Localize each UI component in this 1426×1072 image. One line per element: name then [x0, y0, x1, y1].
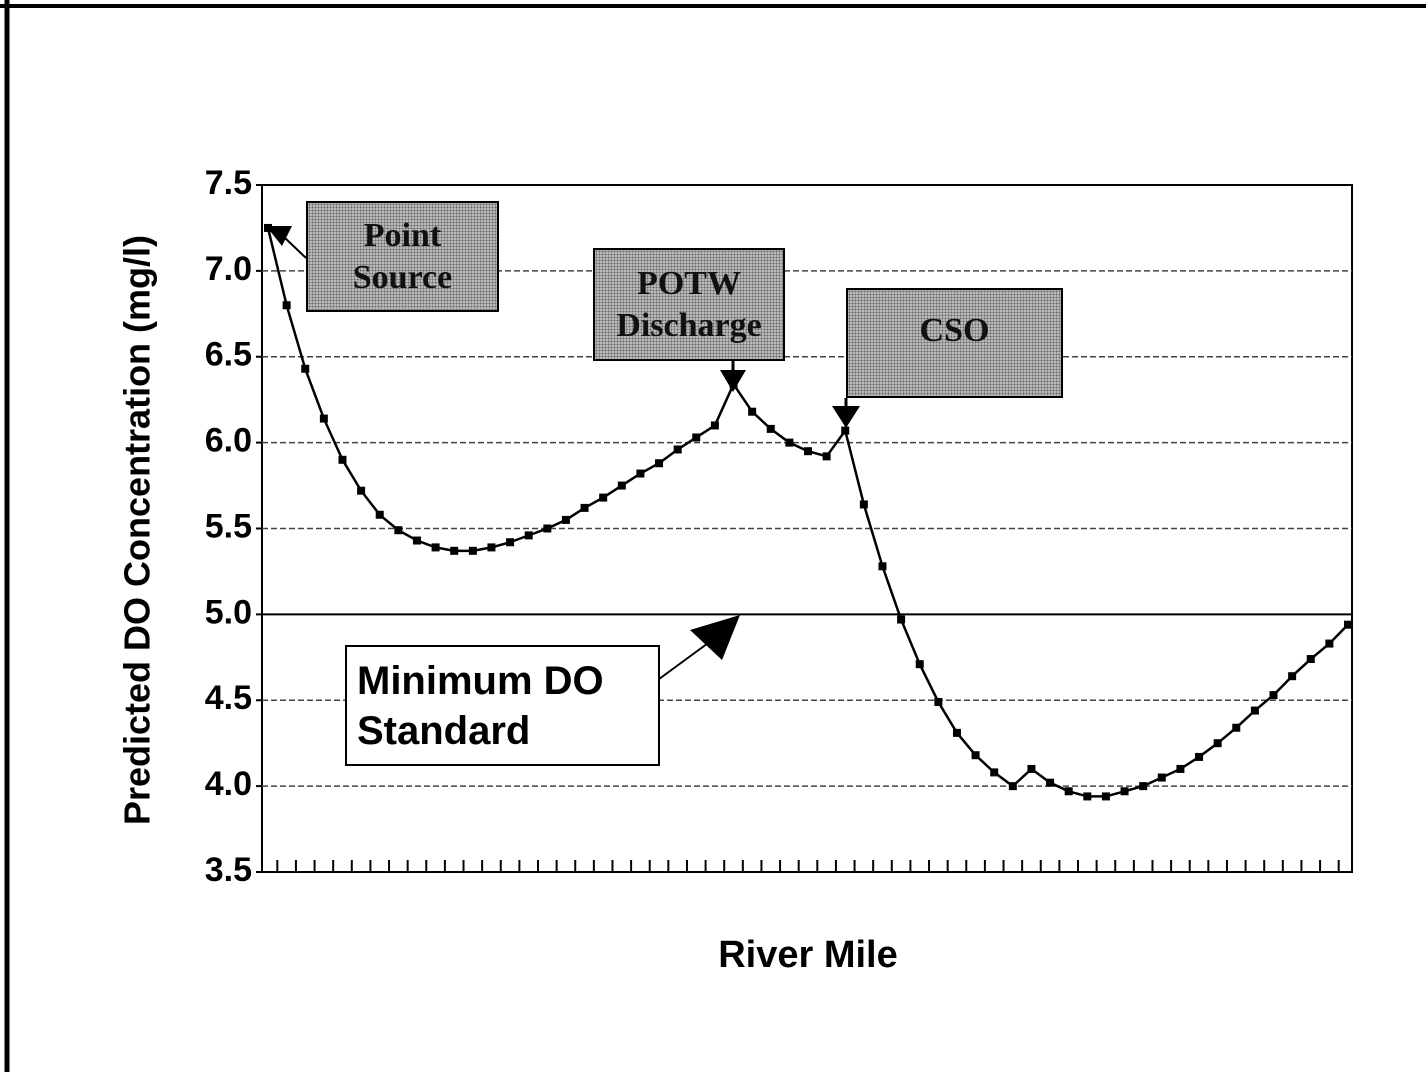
annotation-arrow: [720, 370, 746, 392]
data-point: [1213, 739, 1222, 748]
data-point: [412, 536, 421, 545]
data-point: [859, 500, 868, 509]
y-tick-label: 4.5: [205, 679, 252, 717]
data-point: [785, 438, 794, 447]
data-point: [1139, 782, 1148, 791]
data-point: [915, 660, 924, 669]
data-point: [1027, 764, 1036, 773]
data-point: [487, 543, 496, 552]
data-point: [599, 493, 608, 502]
annotation-arrow: [832, 406, 860, 428]
data-point: [561, 515, 570, 524]
annotation-arrow-shaft: [284, 237, 307, 259]
data-point: [766, 424, 775, 433]
data-point: [450, 546, 459, 555]
annotation-arrow-shaft: [654, 637, 716, 683]
data-point: [524, 531, 533, 540]
annotation: POTW Discharge: [593, 248, 785, 361]
data-point: [990, 768, 999, 777]
data-point: [319, 414, 328, 423]
data-point: [655, 459, 664, 468]
data-point: [1008, 782, 1017, 791]
y-tick-label: 5.0: [205, 593, 252, 631]
data-point: [1195, 752, 1204, 761]
data-point: [1288, 672, 1297, 681]
data-point: [617, 481, 626, 490]
data-point: [710, 421, 719, 430]
data-point: [636, 469, 645, 478]
data-point: [338, 455, 347, 464]
data-point: [468, 546, 477, 555]
data-point: [692, 433, 701, 442]
data-point: [1344, 620, 1352, 629]
data-point: [1064, 787, 1073, 796]
y-axis-label: Predicted DO Concentration (mg/l): [117, 235, 158, 825]
data-point: [1083, 792, 1092, 801]
data-point: [357, 486, 366, 495]
data-point: [543, 524, 552, 533]
data-point: [1046, 778, 1055, 787]
data-point: [748, 407, 757, 416]
data-point: [952, 728, 961, 737]
data-point: [822, 452, 831, 461]
data-point: [282, 301, 291, 310]
annotation-arrow: [266, 226, 292, 246]
standard-label: Minimum DO Standard: [345, 645, 660, 766]
annotation-arrow: [690, 615, 740, 660]
data-point: [1306, 655, 1315, 664]
data-point: [506, 538, 515, 547]
data-point: [673, 445, 682, 454]
y-tick-label: 6.0: [205, 422, 252, 460]
annotation: Point Source: [306, 201, 499, 312]
y-tick-label: 5.5: [205, 507, 252, 545]
data-point: [1176, 764, 1185, 773]
data-point: [971, 751, 980, 760]
annotation: CSO: [846, 288, 1063, 398]
data-point: [1269, 691, 1278, 700]
y-tick-label: 4.0: [205, 765, 252, 803]
data-point: [394, 526, 403, 535]
y-tick-label: 6.5: [205, 336, 252, 374]
data-point: [1325, 639, 1334, 648]
data-point: [301, 364, 310, 373]
data-point: [897, 615, 906, 624]
data-point: [1232, 723, 1241, 732]
data-point: [934, 697, 943, 706]
x-axis-label: River Mile: [718, 934, 898, 976]
data-point: [841, 426, 850, 435]
data-point: [431, 543, 440, 552]
data-point: [1250, 706, 1259, 715]
data-point: [375, 510, 384, 519]
data-point: [580, 503, 589, 512]
data-point: [1120, 787, 1129, 796]
y-tick-label: 3.5: [205, 851, 252, 889]
y-tick-label: 7.5: [205, 164, 252, 202]
data-point: [804, 447, 812, 456]
data-point: [1157, 773, 1166, 782]
y-tick-label: 7.0: [205, 250, 252, 288]
data-point: [1101, 792, 1110, 801]
data-point: [878, 562, 887, 571]
